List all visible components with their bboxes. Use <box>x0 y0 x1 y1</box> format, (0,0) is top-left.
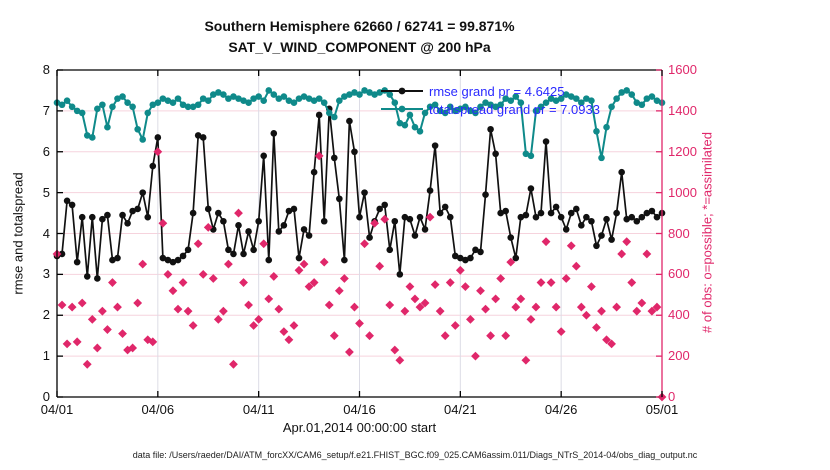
y-right-tick-label: 1200 <box>668 143 697 159</box>
y-left-tick-label: 1 <box>42 348 50 364</box>
totalspread-line-sample-icon <box>381 105 423 113</box>
y-left-tick-label: 7 <box>42 102 50 118</box>
legend: rmse grand pr = 4.6425 totalspread grand… <box>380 82 600 118</box>
y-left-tick-label: 6 <box>42 143 50 159</box>
y-right-tick-label: 1400 <box>668 102 697 118</box>
x-tick-label: 04/01 <box>40 402 74 417</box>
legend-label-rmse: rmse grand pr = 4.6425 <box>429 83 565 99</box>
chart-title-block: Southern Hemisphere 62660 / 62741 = 99.8… <box>57 16 662 58</box>
y-left-tick-label: 4 <box>42 225 50 241</box>
x-axis-label: Apr.01,2014 00:00:00 start <box>282 420 437 435</box>
y-left-tick-label: 0 <box>42 389 50 404</box>
y-right-tick-label: 400 <box>668 307 690 323</box>
legend-entry-totalspread: totalspread grand pr = 7.0933 <box>380 100 600 118</box>
rmse-line-sample-icon <box>381 87 423 95</box>
x-tick-label: 04/16 <box>343 402 376 417</box>
y-right-tick-label: 800 <box>668 225 690 241</box>
y-axis-left-label: rmse and totalspread <box>10 172 26 295</box>
chart-subtitle: SAT_V_WIND_COMPONENT @ 200 hPa <box>228 39 491 55</box>
chart-title: Southern Hemisphere 62660 / 62741 = 99.8… <box>204 18 515 34</box>
x-tick-label: 04/11 <box>242 402 275 417</box>
legend-label-totalspread: totalspread grand pr = 7.0933 <box>429 101 600 117</box>
y-left-tick-label: 8 <box>42 62 50 77</box>
y-right-tick-label: 600 <box>668 266 690 282</box>
legend-entry-rmse: rmse grand pr = 4.6425 <box>380 82 600 100</box>
y-left-tick-label: 3 <box>42 266 50 282</box>
x-tick-label: 05/01 <box>645 402 679 417</box>
y-right-tick-label: 0 <box>668 389 676 404</box>
y-axis-right-label: # of obs: o=possible; *=assimilated <box>699 132 715 333</box>
x-tick-label: 04/26 <box>544 402 578 417</box>
x-tick-label: 04/06 <box>141 402 175 417</box>
y-right-tick-label: 1600 <box>668 62 697 77</box>
data-file-path: data file: /Users/raeder/DAI/ATM_forcXX/… <box>132 450 698 460</box>
x-tick-label: 04/21 <box>444 402 477 417</box>
y-left-tick-label: 5 <box>42 184 50 200</box>
y-left-tick-label: 2 <box>42 307 50 323</box>
y-right-tick-label: 1000 <box>668 184 697 200</box>
y-right-tick-label: 200 <box>668 348 690 364</box>
